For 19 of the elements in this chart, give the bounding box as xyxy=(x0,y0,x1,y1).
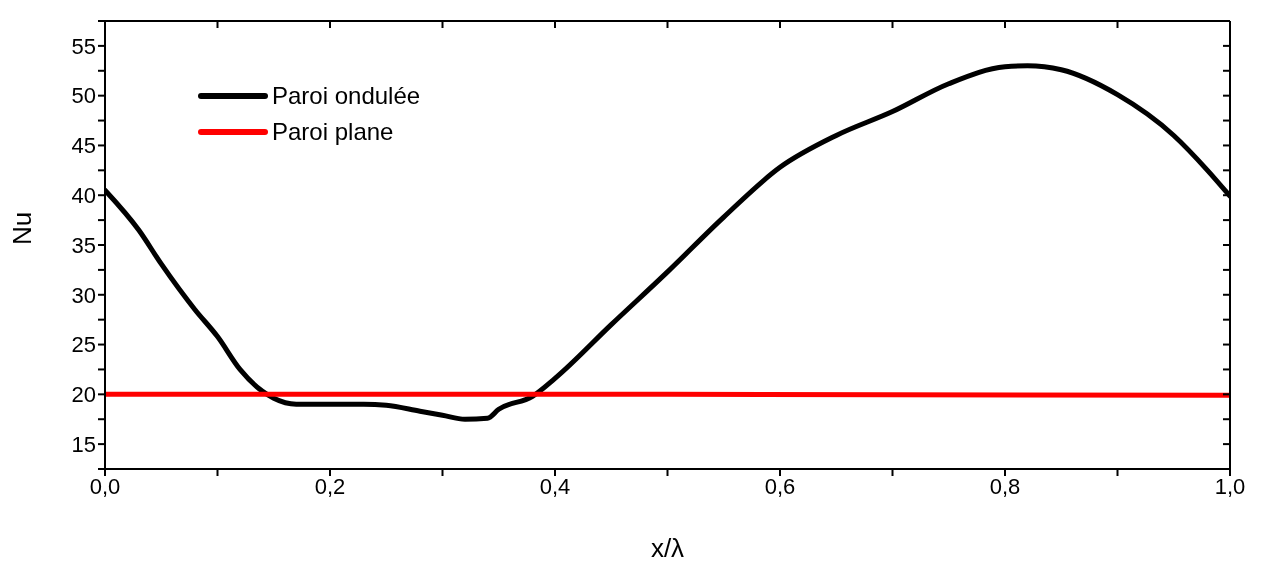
y-tick-label: 50 xyxy=(71,83,96,109)
x-tick-label: 0,4 xyxy=(539,473,571,499)
x-tick-label: 0,2 xyxy=(314,473,346,499)
legend-label: Paroi plane xyxy=(272,117,394,147)
y-tick-label: 25 xyxy=(71,332,96,358)
y-axis-title: Nu xyxy=(7,211,38,245)
x-tick-label: 1,0 xyxy=(1214,473,1246,499)
y-tick-label: 15 xyxy=(71,431,96,457)
legend-label: Paroi ondulée xyxy=(272,81,421,111)
y-tick-label: 30 xyxy=(71,282,96,308)
x-tick-label: 0,0 xyxy=(89,473,121,499)
y-tick-label: 40 xyxy=(71,183,96,209)
y-tick-label: 55 xyxy=(71,33,96,59)
x-tick-label: 0,6 xyxy=(764,473,796,499)
y-tick-label: 20 xyxy=(71,382,96,408)
y-tick-label: 45 xyxy=(71,133,96,159)
x-axis-title: x/λ xyxy=(650,533,685,563)
x-tick-label: 0,8 xyxy=(989,473,1021,499)
y-tick-label: 35 xyxy=(71,232,96,258)
